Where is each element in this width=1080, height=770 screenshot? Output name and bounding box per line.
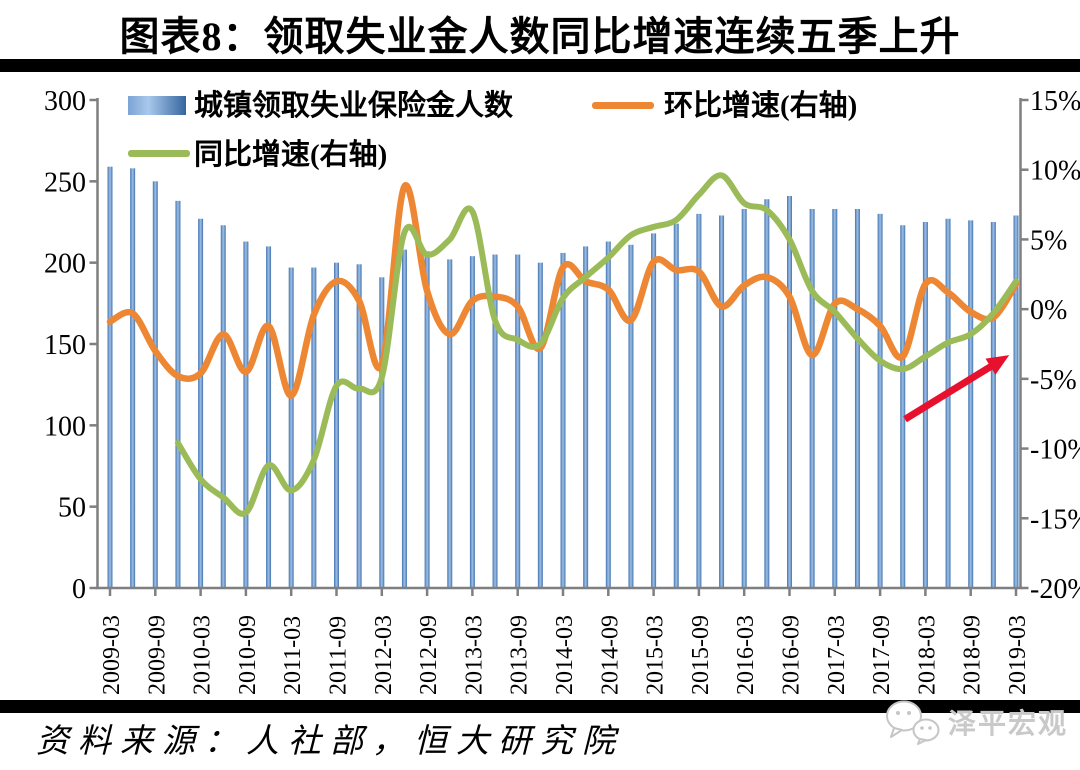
bar bbox=[1013, 215, 1019, 588]
bar bbox=[266, 246, 272, 588]
bar bbox=[515, 254, 521, 589]
bar bbox=[605, 241, 611, 588]
bar bbox=[401, 249, 407, 589]
bar bbox=[877, 213, 883, 588]
bar bbox=[764, 199, 770, 588]
legend-label-qoq-series: 环比增速(右轴) bbox=[664, 90, 858, 122]
x-axis-tick-label: 2018-03 bbox=[914, 615, 940, 695]
bar bbox=[334, 262, 339, 588]
bar bbox=[673, 223, 679, 589]
bar bbox=[719, 215, 725, 588]
x-axis-tick-label: 2010-03 bbox=[190, 615, 216, 695]
bar bbox=[741, 208, 747, 588]
x-axis-tick-label: 2017-09 bbox=[869, 615, 895, 695]
x-axis-tick-label: 2017-03 bbox=[824, 615, 850, 695]
x-axis-tick-label: 2015-03 bbox=[643, 615, 669, 695]
bar bbox=[696, 213, 702, 588]
left-axis-tick-label: 200 bbox=[44, 249, 86, 280]
x-axis-tick-label: 2009-03 bbox=[99, 615, 125, 695]
bar bbox=[492, 254, 498, 589]
left-axis-tick-label: 300 bbox=[44, 86, 86, 117]
bar bbox=[447, 259, 453, 588]
bar bbox=[469, 256, 475, 588]
bar bbox=[379, 277, 385, 588]
bar-series bbox=[107, 166, 1019, 589]
bar bbox=[356, 264, 362, 588]
footer-divider-bar bbox=[0, 700, 1080, 713]
left-axis-tick-label: 50 bbox=[58, 493, 86, 524]
bar bbox=[854, 208, 860, 588]
watermark: 泽平宏观 bbox=[882, 699, 1068, 745]
bar bbox=[130, 168, 136, 588]
bar bbox=[787, 195, 792, 588]
x-axis-tick-label: 2019-03 bbox=[1005, 615, 1031, 695]
bar bbox=[424, 251, 430, 588]
right-axis-tick-label: 10% bbox=[1030, 156, 1080, 187]
trend-arrow-head bbox=[985, 355, 1010, 375]
right-axis-tick-label: -5% bbox=[1030, 365, 1077, 396]
x-axis-tick-label: 2015-09 bbox=[688, 615, 714, 695]
yoy-growth-line bbox=[174, 172, 1019, 517]
bar bbox=[809, 208, 815, 588]
chart-title: 图表8：领取失业金人数同比增速连续五季上升 bbox=[119, 14, 961, 59]
legend-bar-swatch bbox=[128, 96, 186, 115]
bar bbox=[198, 218, 204, 588]
right-axis-tick-label: -20% bbox=[1030, 574, 1080, 605]
left-axis-tick-label: 0 bbox=[72, 574, 86, 605]
source-note: 资料来源：人社部，恒大研究院 bbox=[36, 724, 624, 760]
bar bbox=[107, 166, 113, 588]
bar bbox=[243, 241, 249, 588]
legend-yoy-line-swatch bbox=[128, 150, 190, 157]
bar bbox=[175, 200, 181, 588]
x-axis-tick-label: 2013-03 bbox=[461, 615, 487, 695]
legend-qoq-line-swatch bbox=[592, 102, 654, 109]
x-axis-tick-label: 2010-09 bbox=[235, 615, 261, 695]
x-axis-tick-label: 2014-09 bbox=[597, 615, 623, 695]
watermark-text: 泽平宏观 bbox=[948, 709, 1069, 740]
x-axis-tick-label: 2018-09 bbox=[960, 615, 986, 695]
x-axis-tick-label: 2011-03 bbox=[280, 616, 306, 695]
right-axis-tick-label: 5% bbox=[1030, 225, 1067, 256]
x-axis-tick-label: 2016-03 bbox=[733, 615, 759, 695]
trend-arrow-shaft bbox=[903, 361, 996, 423]
bar bbox=[990, 222, 996, 588]
bar bbox=[311, 267, 317, 588]
bar bbox=[288, 267, 294, 588]
x-axis-tick-label: 2011-09 bbox=[326, 616, 352, 695]
right-axis-tick-label: 0% bbox=[1030, 295, 1067, 326]
x-axis-tick-label: 2013-09 bbox=[507, 615, 533, 695]
bar bbox=[583, 246, 589, 588]
axes bbox=[89, 98, 1029, 596]
title-divider-bar bbox=[0, 59, 1080, 72]
left-axis-tick-label: 150 bbox=[44, 330, 86, 361]
chart-canvas: 300 250 200 150 100 50 0 15% 10% 5% 0% -5% -10% -15% -… bbox=[44, 86, 1080, 695]
bar bbox=[152, 181, 158, 588]
bar bbox=[560, 252, 566, 588]
legend-label-bar-series: 城镇领取失业保险金人数 bbox=[194, 90, 514, 122]
x-axis-tick-label: 2009-09 bbox=[144, 615, 170, 695]
bar bbox=[220, 225, 226, 588]
bar bbox=[651, 233, 657, 589]
bar bbox=[945, 218, 951, 588]
left-axis-tick-label: 250 bbox=[44, 167, 86, 198]
bar bbox=[968, 220, 974, 588]
bar bbox=[832, 208, 838, 588]
bar bbox=[900, 225, 906, 588]
wechat-bubbles-icon bbox=[886, 700, 940, 745]
x-axis-tick-label: 2012-03 bbox=[371, 615, 397, 695]
left-axis-tick-label: 100 bbox=[44, 411, 86, 442]
legend-label-yoy-series: 同比增速(右轴) bbox=[194, 139, 388, 171]
right-axis-tick-label: 15% bbox=[1030, 86, 1080, 117]
x-axis-tick-label: 2012-09 bbox=[416, 615, 442, 695]
right-axis-tick-label: -10% bbox=[1030, 435, 1080, 466]
bar bbox=[537, 262, 543, 588]
x-axis-tick-label: 2014-03 bbox=[552, 615, 578, 695]
x-axis-tick-label: 2016-09 bbox=[779, 615, 805, 695]
bar bbox=[628, 244, 634, 589]
right-axis-tick-label: -15% bbox=[1030, 504, 1080, 535]
